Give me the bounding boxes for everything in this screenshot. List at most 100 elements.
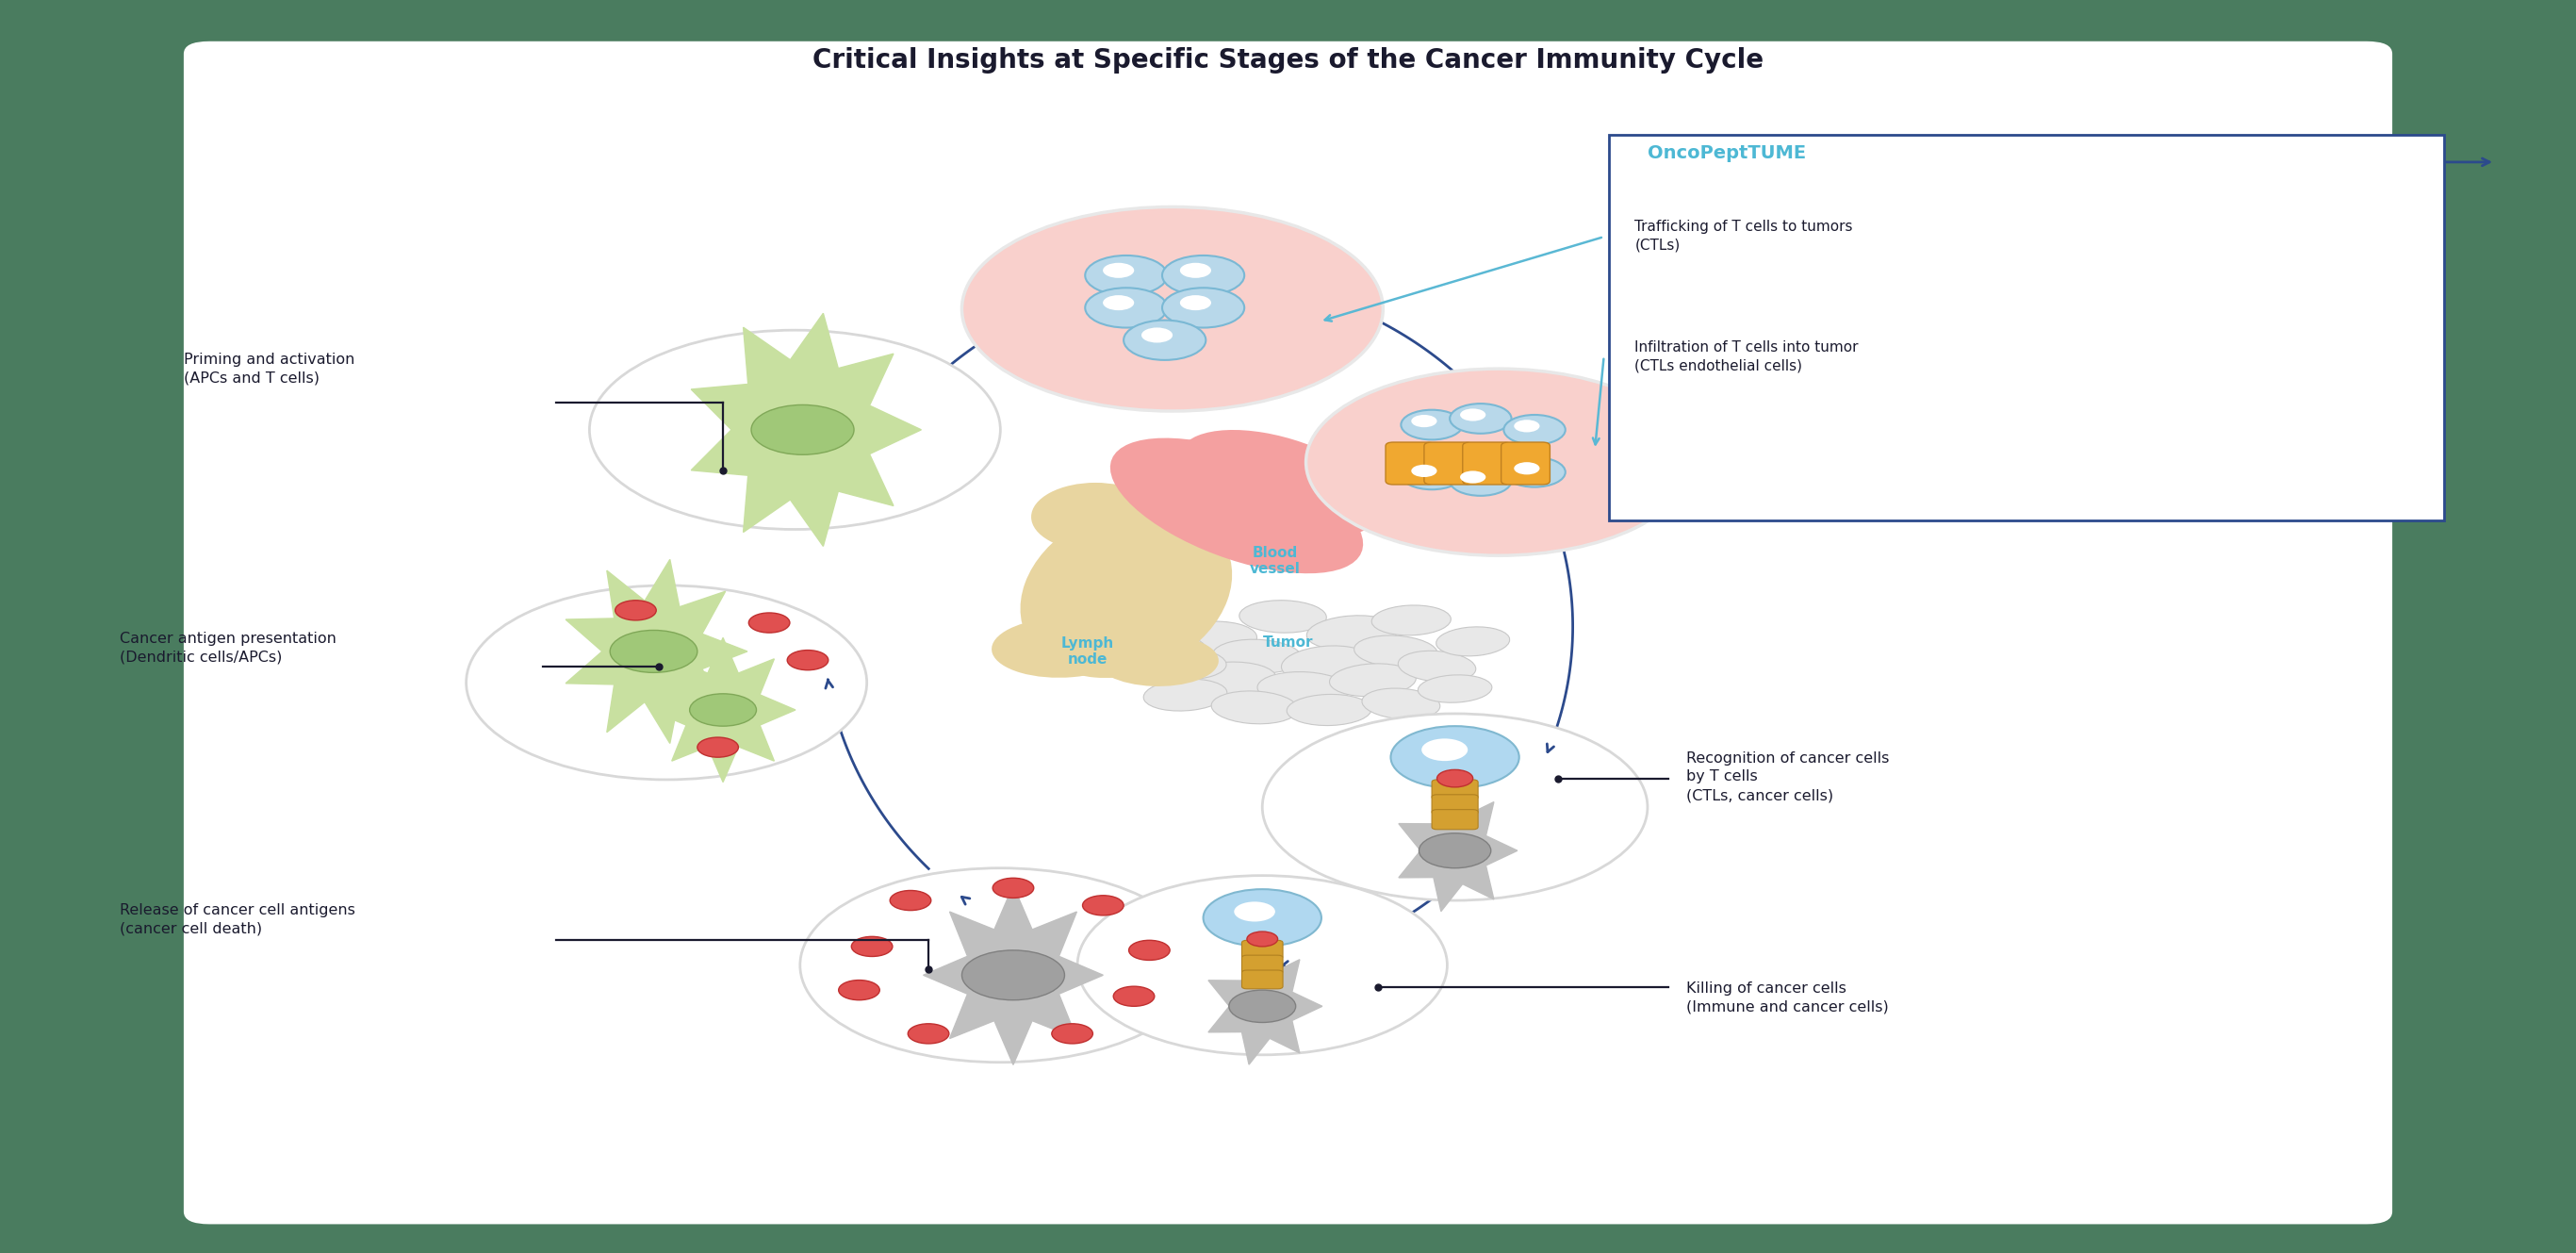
Text: Cancer antigen presentation
(Dendritic cells/APCs): Cancer antigen presentation (Dendritic c… [118,632,335,664]
Ellipse shape [992,618,1133,678]
Ellipse shape [1180,430,1381,536]
Ellipse shape [1437,626,1510,657]
Text: Priming and activation
(APCs and T cells): Priming and activation (APCs and T cells… [183,352,355,386]
Circle shape [907,1024,948,1044]
Circle shape [1412,415,1437,427]
Ellipse shape [1329,664,1417,697]
Ellipse shape [1239,600,1327,633]
FancyBboxPatch shape [1432,809,1479,829]
Circle shape [801,868,1200,1063]
Circle shape [1162,288,1244,328]
Circle shape [961,950,1064,1000]
Ellipse shape [1355,635,1437,668]
Circle shape [1128,940,1170,960]
Circle shape [1077,876,1448,1055]
Ellipse shape [1211,690,1298,724]
Circle shape [889,891,930,911]
Circle shape [1262,714,1649,901]
Circle shape [1412,465,1437,477]
Ellipse shape [1144,648,1226,679]
Circle shape [466,585,868,779]
FancyBboxPatch shape [1242,940,1283,959]
Ellipse shape [1399,650,1476,682]
Circle shape [788,650,829,670]
Text: Recognition of cancer cells
by T cells
(CTLs, cancer cells): Recognition of cancer cells by T cells (… [1687,751,1888,802]
FancyBboxPatch shape [1432,779,1479,799]
Ellipse shape [1417,675,1492,703]
Ellipse shape [1121,482,1236,551]
Circle shape [1419,833,1492,868]
Circle shape [961,207,1383,411]
FancyBboxPatch shape [1502,442,1551,485]
Polygon shape [1399,789,1517,911]
Ellipse shape [1257,672,1350,705]
Circle shape [616,600,657,620]
Circle shape [992,878,1033,898]
Circle shape [1234,902,1275,922]
Ellipse shape [1280,645,1370,682]
Circle shape [1123,321,1206,360]
Circle shape [690,694,757,725]
Circle shape [853,936,891,956]
Polygon shape [652,638,796,782]
Circle shape [1504,457,1566,487]
Polygon shape [1208,949,1321,1065]
Ellipse shape [1188,662,1275,695]
Circle shape [1450,466,1512,496]
FancyBboxPatch shape [183,41,2393,1224]
Circle shape [1515,462,1540,475]
FancyBboxPatch shape [1463,442,1512,485]
Circle shape [1113,986,1154,1006]
Text: Infiltration of T cells into tumor
(CTLs endothelial cells): Infiltration of T cells into tumor (CTLs… [1636,340,1857,373]
Circle shape [698,737,739,757]
Circle shape [1103,263,1133,278]
Text: Trafficking of T cells to tumors
(CTLs): Trafficking of T cells to tumors (CTLs) [1636,219,1852,252]
Circle shape [840,980,878,1000]
Text: Killing of cancer cells
(Immune and cancer cells): Killing of cancer cells (Immune and canc… [1687,981,1888,1014]
Circle shape [1084,288,1167,328]
Circle shape [1504,415,1566,445]
Text: Blood
vessel: Blood vessel [1249,545,1301,576]
Ellipse shape [1128,633,1206,662]
Circle shape [1247,931,1278,946]
Circle shape [1391,725,1520,788]
Text: Critical Insights at Specific Stages of the Cancer Immunity Cycle: Critical Insights at Specific Stages of … [811,48,1765,74]
Circle shape [1401,460,1463,490]
Circle shape [590,330,999,529]
Ellipse shape [1213,639,1301,673]
Ellipse shape [1144,679,1226,710]
Ellipse shape [1363,688,1440,719]
FancyBboxPatch shape [1242,955,1283,974]
Text: Lymph
node: Lymph node [1061,637,1115,667]
Polygon shape [690,313,922,546]
Circle shape [1461,471,1486,484]
Ellipse shape [1306,615,1399,650]
Circle shape [750,613,791,633]
Circle shape [1082,896,1123,916]
Ellipse shape [1020,505,1231,678]
Circle shape [1103,296,1133,311]
Polygon shape [922,886,1103,1065]
FancyBboxPatch shape [1432,794,1479,814]
Circle shape [752,405,855,455]
Ellipse shape [1370,605,1450,635]
Circle shape [1401,410,1463,440]
Ellipse shape [1030,482,1159,551]
FancyBboxPatch shape [1610,134,2445,521]
Circle shape [1180,296,1211,311]
Circle shape [1203,890,1321,946]
FancyBboxPatch shape [1242,970,1283,989]
FancyBboxPatch shape [1425,442,1473,485]
Circle shape [1461,408,1486,421]
Circle shape [1141,327,1172,343]
Circle shape [1306,368,1692,555]
Circle shape [1422,738,1468,761]
Circle shape [1229,990,1296,1022]
Circle shape [1515,420,1540,432]
Circle shape [1051,1024,1092,1044]
Circle shape [1084,256,1167,296]
Text: Tumor: Tumor [1262,635,1314,649]
Ellipse shape [1110,439,1363,574]
Circle shape [1162,256,1244,296]
Ellipse shape [1288,694,1370,725]
